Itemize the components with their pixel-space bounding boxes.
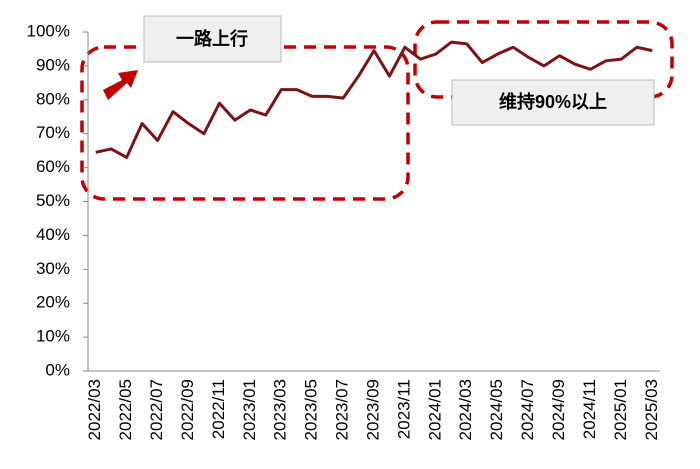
x-tick-label: 2022/11 xyxy=(209,379,228,439)
y-tick-label: 80% xyxy=(36,89,70,108)
x-tick-label: 2024/05 xyxy=(487,379,506,440)
x-tick-label: 2023/05 xyxy=(302,379,321,440)
y-tick-label: 30% xyxy=(36,259,70,278)
highlight-box xyxy=(80,45,410,201)
annotation-box xyxy=(143,15,282,63)
y-tick-label: 0% xyxy=(45,360,70,379)
x-tick-label: 2022/03 xyxy=(85,379,104,440)
line-series xyxy=(95,40,653,159)
x-tick-label: 2024/03 xyxy=(456,379,475,440)
x-tick-label: 2024/11 xyxy=(580,379,599,439)
x-tick-label: 2023/01 xyxy=(240,379,259,440)
x-tick-label: 2023/07 xyxy=(333,379,352,440)
y-tick-label: 90% xyxy=(36,55,70,74)
x-tick-label: 2023/09 xyxy=(363,379,382,440)
x-tick-label: 2024/09 xyxy=(549,379,568,440)
annotation-box xyxy=(451,79,655,126)
y-tick-label: 20% xyxy=(36,293,70,312)
annotation: 一路上行 xyxy=(176,28,248,49)
x-tick-label: 2023/03 xyxy=(271,379,290,440)
arrow xyxy=(103,70,138,100)
annotation: 维持90%以上 xyxy=(499,91,607,112)
x-tick-label: 2023/11 xyxy=(394,379,413,439)
y-tick-label: 50% xyxy=(36,191,70,210)
y-tick-label: 70% xyxy=(36,123,70,142)
x-tick-label: 2024/01 xyxy=(425,379,444,440)
y-tick-label: 40% xyxy=(36,225,70,244)
highlight-box xyxy=(413,20,674,99)
y-tick-label: 100% xyxy=(27,21,70,40)
y-tick-label: 10% xyxy=(36,327,70,346)
x-tick-label: 2022/05 xyxy=(116,379,135,440)
x-tick-label: 2025/03 xyxy=(642,379,661,440)
x-tick-label: 2025/01 xyxy=(611,379,630,440)
x-tick-label: 2022/07 xyxy=(147,379,166,440)
x-tick-label: 2024/07 xyxy=(518,379,537,440)
y-tick-label: 60% xyxy=(36,157,70,176)
x-tick-label: 2022/09 xyxy=(178,379,197,440)
